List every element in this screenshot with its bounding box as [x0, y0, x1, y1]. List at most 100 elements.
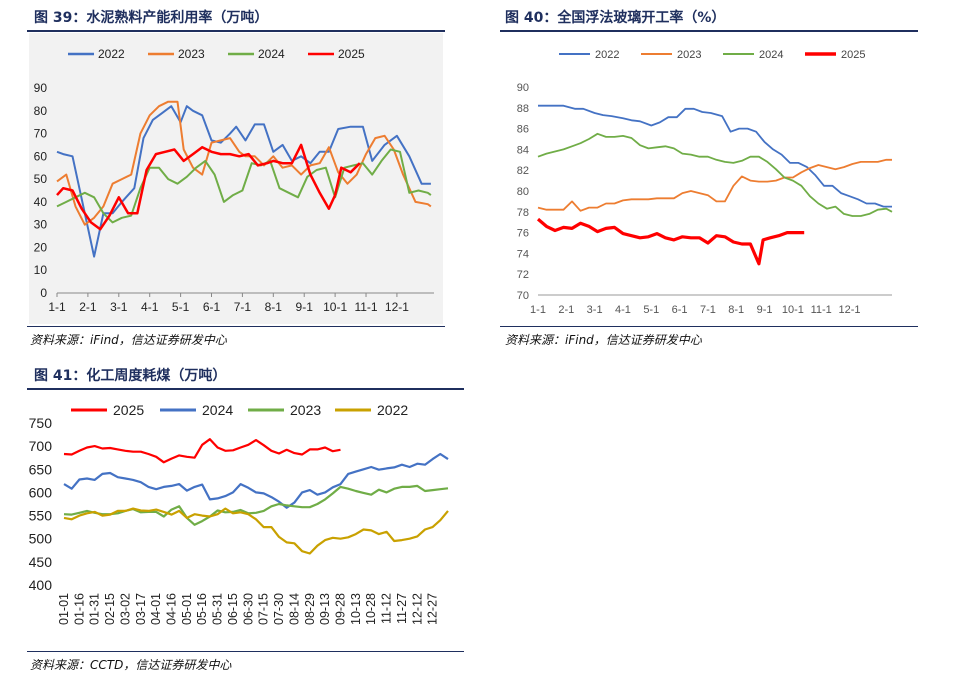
y-tick-label: 82: [517, 165, 529, 177]
x-tick-label: 04-01: [149, 593, 163, 625]
x-tick-label: 06-30: [241, 593, 255, 625]
series-line-2025_tail: [333, 162, 361, 196]
series-line-2022: [538, 104, 892, 208]
x-tick-label: 01-01: [57, 593, 71, 625]
x-tick-label: 12-1: [839, 304, 861, 316]
x-tick-label: 2-1: [79, 300, 97, 314]
series-line-2024: [56, 148, 432, 224]
x-tick-label: 05-01: [180, 593, 194, 625]
x-tick-label: 07-30: [272, 593, 286, 625]
legend-label-2024: 2024: [258, 47, 285, 61]
x-tick-label: 04-16: [165, 593, 179, 625]
x-tick-label: 03-02: [118, 593, 132, 625]
x-tick-label: 08-29: [303, 593, 317, 625]
series-line-2023: [56, 100, 432, 226]
source-note: 资料来源：CCTD，信达证券研发中心: [30, 658, 232, 672]
y-tick-label: 90: [517, 82, 529, 94]
x-tick-label: 10-1: [782, 304, 804, 316]
y-tick-label: 400: [29, 577, 53, 593]
x-tick-label: 09-28: [333, 593, 347, 625]
x-tick-label: 1-1: [530, 304, 546, 316]
legend-label-2024: 2024: [759, 49, 783, 61]
x-tick-label: 02-15: [103, 593, 117, 625]
series-line-2022: [63, 507, 449, 555]
x-tick-label: 4-1: [615, 304, 631, 316]
x-tick-label: 01-31: [88, 593, 102, 625]
x-tick-label: 12-1: [385, 300, 409, 314]
series-line-2025: [56, 143, 337, 231]
y-tick-label: 60: [34, 149, 48, 163]
y-tick-label: 70: [517, 290, 529, 302]
y-tick-label: 72: [517, 269, 529, 281]
title-rule: [27, 388, 464, 390]
y-tick-label: 80: [34, 104, 48, 118]
x-tick-label: 1-1: [48, 300, 66, 314]
y-tick-label: 10: [34, 263, 48, 277]
x-tick-label: 12-27: [426, 593, 440, 625]
x-tick-label: 05-16: [195, 593, 209, 625]
y-tick-label: 450: [29, 554, 53, 570]
x-tick-label: 11-12: [380, 593, 394, 624]
series-line-2022: [56, 105, 431, 258]
series-line-2025: [63, 438, 341, 464]
source-rule: [27, 651, 464, 652]
y-tick-label: 650: [29, 461, 53, 477]
x-tick-label: 6-1: [203, 300, 221, 314]
x-tick-label: 11-27: [395, 593, 409, 624]
x-tick-label: 07-15: [257, 593, 271, 625]
source-note: 资料来源：iFind，信达证券研发中心: [30, 333, 227, 347]
plot-area: [29, 33, 443, 324]
y-tick-label: 0: [40, 286, 47, 300]
source-rule: [500, 326, 918, 327]
figure-title: 图 40：全国浮法玻璃开工率（%）: [505, 10, 726, 26]
figure-title: 图 41：化工周度耗煤（万吨）: [34, 368, 227, 384]
y-tick-label: 30: [34, 218, 48, 232]
source-rule: [27, 326, 445, 327]
title-rule: [27, 30, 445, 32]
y-tick-label: 550: [29, 508, 53, 524]
x-tick-label: 5-1: [172, 300, 190, 314]
x-tick-label: 8-1: [265, 300, 283, 314]
x-tick-label: 11-1: [811, 304, 832, 316]
x-tick-label: 8-1: [728, 304, 744, 316]
x-tick-label: 03-17: [134, 593, 148, 625]
series-line-2024: [63, 452, 449, 509]
legend-label-2023: 2023: [290, 402, 321, 418]
y-tick-label: 76: [517, 228, 529, 240]
y-tick-label: 700: [29, 438, 53, 454]
legend-label-2024: 2024: [202, 402, 233, 418]
x-tick-label: 4-1: [141, 300, 159, 314]
y-tick-label: 88: [517, 103, 529, 115]
x-tick-label: 01-16: [72, 593, 86, 625]
x-tick-label: 2-1: [558, 304, 574, 316]
y-tick-label: 50: [34, 172, 48, 186]
figure-title: 图 39：水泥熟料产能利用率（万吨）: [34, 10, 269, 26]
y-tick-label: 600: [29, 484, 53, 500]
x-tick-label: 3-1: [110, 300, 128, 314]
x-tick-label: 6-1: [672, 304, 688, 316]
x-tick-label: 11-1: [354, 300, 377, 314]
legend-label-2023: 2023: [677, 49, 701, 61]
x-tick-label: 10-1: [323, 300, 347, 314]
x-tick-label: 3-1: [587, 304, 603, 316]
y-tick-label: 20: [34, 240, 48, 254]
legend-label-2022: 2022: [377, 402, 408, 418]
x-tick-label: 09-13: [318, 593, 332, 625]
x-tick-label: 9-1: [296, 300, 314, 314]
x-tick-label: 06-15: [226, 593, 240, 625]
y-tick-label: 40: [34, 195, 48, 209]
y-tick-label: 70: [34, 127, 48, 141]
x-tick-label: 05-31: [211, 593, 225, 625]
x-tick-label: 9-1: [757, 304, 773, 316]
x-tick-label: 12-12: [410, 593, 424, 625]
legend-label-2023: 2023: [178, 47, 205, 61]
y-tick-label: 74: [517, 248, 529, 260]
legend-label-2022: 2022: [98, 47, 125, 61]
legend-label-2022: 2022: [595, 49, 619, 61]
series-line-2023: [537, 158, 892, 212]
legend-label-2025: 2025: [338, 47, 365, 61]
x-tick-label: 10-28: [364, 593, 378, 625]
title-rule: [500, 30, 918, 32]
y-tick-label: 500: [29, 531, 53, 547]
